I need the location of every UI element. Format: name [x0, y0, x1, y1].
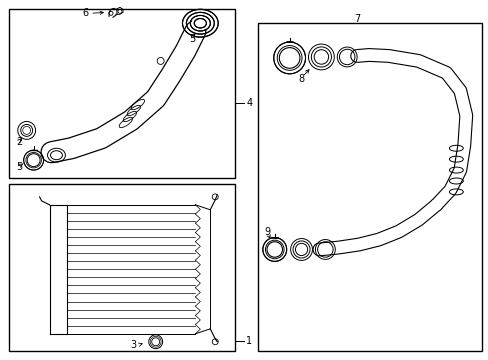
Text: 5: 5 [189, 34, 195, 44]
Text: 8: 8 [298, 74, 304, 84]
Bar [257, 23, 481, 351]
Text: 4: 4 [246, 98, 253, 108]
Text: 9: 9 [264, 226, 270, 237]
Text: 5: 5 [17, 162, 23, 172]
Bar [9, 9, 235, 178]
Text: 6: 6 [82, 8, 88, 18]
Ellipse shape [191, 16, 209, 30]
Text: 7: 7 [353, 14, 360, 24]
Text: 3: 3 [130, 340, 137, 350]
Bar [9, 184, 235, 351]
Text: 2: 2 [17, 137, 23, 147]
Text: 1: 1 [245, 336, 252, 346]
